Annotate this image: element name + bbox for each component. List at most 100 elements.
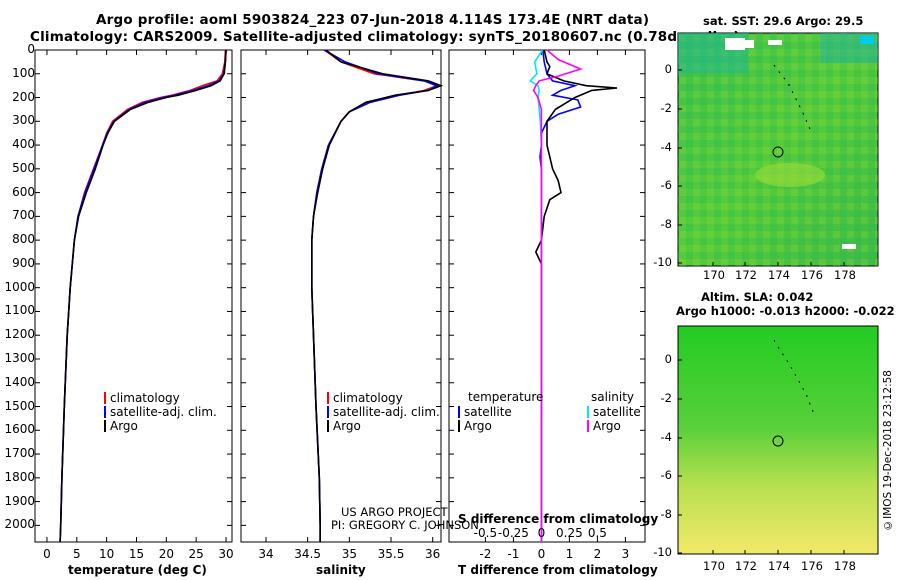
depth-tick-label: 2000 <box>4 517 35 532</box>
depth-tick-label: 1800 <box>4 469 35 484</box>
lon-tick-label: 174 <box>768 559 790 573</box>
t-difference-axis-title: T difference from climatology <box>458 563 658 577</box>
depth-ticks <box>35 49 645 526</box>
x-tick-label: 3 <box>621 547 630 561</box>
lat-tick-label: -8 <box>660 217 672 231</box>
diff-legend-t-satellite: satellite <box>458 405 512 419</box>
sla-map-title-1: Altim. SLA: 0.042 <box>701 290 814 304</box>
lat-tick-label: 0 <box>664 352 672 366</box>
diff-line-s-argo <box>532 49 583 542</box>
depth-tick-label: 1900 <box>4 493 35 508</box>
depth-tick-label: 200 <box>12 89 35 104</box>
map-ticks <box>678 69 845 554</box>
lon-tick-label: 176 <box>801 268 823 282</box>
sal-legend-satellite: satellite-adj. clim. <box>327 405 440 419</box>
x-tick-label: 1 <box>565 547 574 561</box>
x-tick-label: -2 <box>479 547 492 561</box>
imos-credit: ©IMOS 19-Dec-2018 23:12:58 <box>882 370 894 531</box>
depth-tick-label: 0 <box>27 42 35 56</box>
sst-map <box>677 32 879 267</box>
title-line-1: Argo profile: aoml 5903824_223 07-Jun-20… <box>96 12 650 28</box>
x-tick-label: 2 <box>593 547 602 561</box>
depth-tick-label: 700 <box>12 208 35 223</box>
depth-tick-label: 1200 <box>4 327 35 342</box>
diff-legend-temperature: temperature <box>468 390 544 404</box>
sst-map-title: sat. SST: 29.6 Argo: 29.5 <box>703 14 864 28</box>
x-ticks <box>46 50 626 542</box>
temperature-axis-title: temperature (deg C) <box>68 563 207 577</box>
title-line-2: Climatology: CARS2009. Satellite-adjuste… <box>30 29 740 45</box>
lon-tick-label: 170 <box>703 559 725 573</box>
lon-tick-label: 172 <box>735 559 757 573</box>
depth-tick-label: 1700 <box>4 446 35 461</box>
x-tick-label: -1 <box>507 547 520 561</box>
diff-legend-salinity: salinity <box>591 390 635 404</box>
x-tick-label: 34.5 <box>294 547 322 561</box>
temperature-line-argo <box>59 49 227 543</box>
diff-legend-s-argo: Argo <box>587 419 621 433</box>
sal-legend-climatology: climatology <box>327 391 403 405</box>
diff-legend-s-satellite: satellite <box>587 405 641 419</box>
depth-tick-label: 1100 <box>4 303 35 318</box>
lat-tick-label: -8 <box>660 507 672 521</box>
s-difference-axis-title: S difference from climatology <box>458 512 659 526</box>
lat-tick-label: -10 <box>653 255 672 269</box>
lon-tick-label: 172 <box>735 268 757 282</box>
lat-tick-label: 0 <box>664 62 672 76</box>
legend-climatology: climatology <box>104 391 180 405</box>
s-tick-label: 0 <box>537 526 546 540</box>
depth-tick-label: 1500 <box>4 398 35 413</box>
credit-project: US ARGO PROJECT <box>341 505 448 519</box>
depth-tick-label: 300 <box>12 113 35 128</box>
diff-legend-t-argo: Argo <box>458 419 492 433</box>
x-tick-label: 15 <box>128 547 145 561</box>
sla-map <box>677 325 879 555</box>
x-tick-label: 25 <box>188 547 204 561</box>
depth-tick-label: 400 <box>12 137 35 152</box>
x-tick-label: 0 <box>537 547 546 561</box>
sal-legend-argo: Argo <box>327 419 361 433</box>
lon-tick-label: 174 <box>768 268 790 282</box>
depth-tick-label: 1000 <box>4 279 35 294</box>
lat-tick-label: -10 <box>653 545 672 559</box>
s-tick-label: 0.25 <box>556 526 583 540</box>
depth-tick-label: 100 <box>12 65 35 80</box>
depth-tick-label: 500 <box>12 160 35 175</box>
x-tick-label: 34 <box>258 547 274 561</box>
lon-tick-label: 178 <box>834 559 856 573</box>
s-tick-label: 0.5 <box>587 526 607 540</box>
lat-tick-label: -6 <box>660 468 672 482</box>
x-tick-label: 35 <box>341 547 357 561</box>
salinity-line-argo <box>310 49 444 542</box>
x-tick-label: 35.5 <box>377 547 405 561</box>
salinity-panel-frame <box>240 49 442 543</box>
legend-argo: Argo <box>104 419 138 433</box>
lat-tick-label: -2 <box>660 101 672 115</box>
legend-satellite: satellite-adj. clim. <box>104 405 217 419</box>
lon-tick-label: 170 <box>703 268 725 282</box>
lon-tick-label: 176 <box>801 559 823 573</box>
credit-pi: PI: GREGORY C. JOHNSON <box>331 518 479 532</box>
depth-tick-label: 1300 <box>4 350 35 365</box>
sla-map-title-2: Argo h1000: -0.013 h2000: -0.022 <box>676 304 895 318</box>
salinity-axis-title: salinity <box>316 563 366 577</box>
lat-tick-label: -2 <box>660 391 672 405</box>
x-tick-label: 10 <box>98 547 115 561</box>
lat-tick-label: -4 <box>660 140 672 154</box>
lon-tick-label: 178 <box>834 268 856 282</box>
x-tick-label: 0 <box>43 547 51 561</box>
series-lines <box>59 49 618 543</box>
depth-tick-label: 1400 <box>4 374 35 389</box>
temperature-panel-frame <box>34 49 233 543</box>
x-tick-label: 30 <box>218 547 234 561</box>
x-tick-label: 20 <box>158 547 174 561</box>
depth-tick-label: 900 <box>12 255 35 270</box>
depth-tick-label: 1600 <box>4 422 35 437</box>
depth-tick-label: 800 <box>12 232 35 247</box>
x-tick-label: 5 <box>72 547 81 561</box>
s-tick-label: -0.25 <box>497 526 529 540</box>
lat-tick-label: -6 <box>660 178 672 192</box>
lat-tick-label: -4 <box>660 430 672 444</box>
